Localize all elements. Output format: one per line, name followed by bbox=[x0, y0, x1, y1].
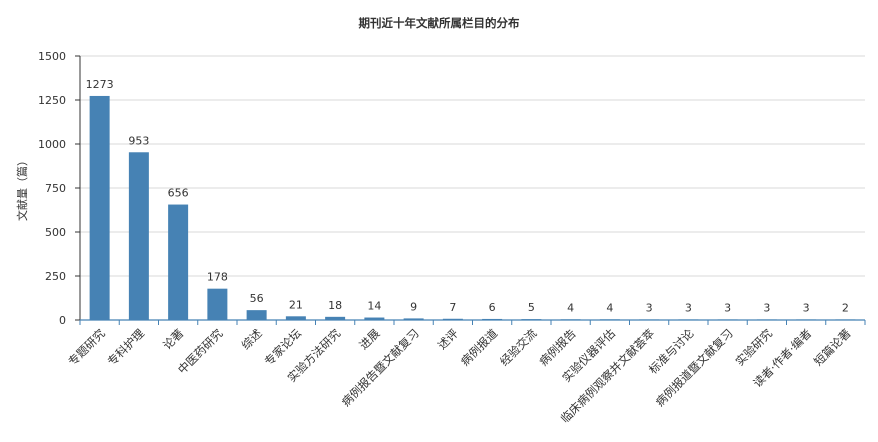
data-label: 1273 bbox=[86, 78, 114, 91]
data-label: 3 bbox=[763, 301, 770, 314]
bar bbox=[364, 317, 385, 320]
data-label: 18 bbox=[328, 299, 342, 312]
bar bbox=[246, 310, 267, 320]
data-label: 4 bbox=[567, 301, 574, 314]
data-label: 953 bbox=[128, 134, 149, 147]
data-label: 3 bbox=[724, 301, 731, 314]
data-label: 7 bbox=[449, 301, 456, 314]
y-tick-label: 250 bbox=[45, 270, 66, 283]
x-tick-label: 短篇论著 bbox=[811, 326, 853, 368]
bars bbox=[89, 95, 856, 321]
data-label: 21 bbox=[289, 298, 303, 311]
x-tick-label: 专科护理 bbox=[105, 326, 148, 369]
y-tick-label: 1000 bbox=[38, 138, 66, 151]
y-tick-label: 1500 bbox=[38, 50, 66, 63]
chart-title: 期刊近十年文献所属栏目的分布 bbox=[359, 16, 520, 30]
bar bbox=[325, 316, 346, 320]
data-label: 3 bbox=[685, 301, 692, 314]
data-label: 178 bbox=[207, 271, 228, 284]
data-labels: 1273 953 656 178 56 21 18 14 9 7 6 5 4 4 3 3 3 3 3 2 bbox=[86, 78, 849, 314]
y-axis: 0 250 500 750 1000 1250 1500 bbox=[38, 50, 81, 327]
bar bbox=[442, 318, 463, 320]
x-tick-label: 病例报告暨文献复习 bbox=[339, 326, 422, 409]
x-tick-label: 经验交流 bbox=[497, 326, 540, 369]
y-tick-label: 1250 bbox=[38, 94, 66, 107]
y-tick-label: 750 bbox=[45, 182, 66, 195]
x-tick-label: 专题研究 bbox=[65, 326, 108, 369]
data-label: 5 bbox=[528, 301, 535, 314]
data-label: 4 bbox=[606, 301, 613, 314]
bar bbox=[285, 316, 306, 320]
x-tick-label: 述评 bbox=[435, 326, 462, 353]
x-tick-label: 综述 bbox=[239, 326, 266, 353]
data-label: 14 bbox=[367, 300, 381, 313]
x-tick-label: 病例报道暨文献复习 bbox=[653, 326, 736, 409]
bar bbox=[403, 318, 424, 320]
data-label: 9 bbox=[410, 300, 417, 313]
data-label: 656 bbox=[168, 187, 189, 200]
bar bbox=[128, 152, 149, 320]
bar bbox=[168, 204, 189, 320]
data-label: 2 bbox=[842, 301, 849, 314]
data-label: 3 bbox=[803, 301, 810, 314]
y-tick-label: 500 bbox=[45, 226, 66, 239]
y-axis-label: 文献量（篇） bbox=[15, 155, 29, 221]
x-tick-label: 进展 bbox=[356, 326, 383, 353]
data-label: 6 bbox=[489, 301, 496, 314]
data-label: 3 bbox=[646, 301, 653, 314]
x-tick-label: 病例报道 bbox=[458, 326, 501, 369]
bar bbox=[207, 288, 228, 320]
x-tick-label: 论著 bbox=[160, 326, 186, 352]
data-label: 56 bbox=[250, 292, 264, 305]
bar bbox=[89, 95, 110, 321]
grid-lines bbox=[80, 55, 865, 277]
y-tick-label: 0 bbox=[59, 314, 66, 327]
